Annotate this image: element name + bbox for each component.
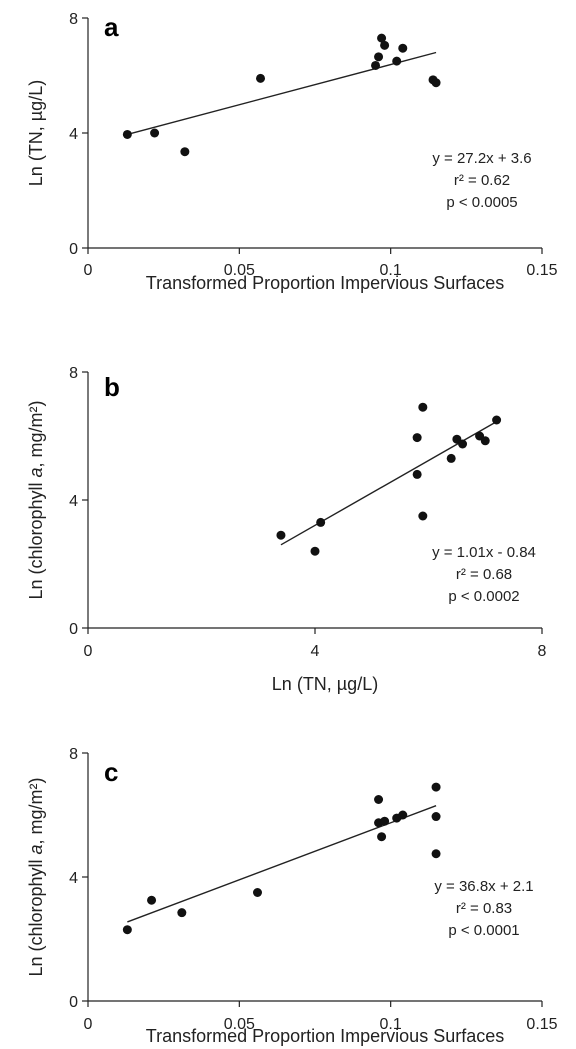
regression-line (127, 805, 437, 923)
panel-label: a (104, 12, 119, 42)
x-tick-label: 0 (84, 1016, 93, 1033)
y-tick-label: 0 (69, 621, 78, 638)
data-point (150, 128, 160, 138)
data-point (374, 52, 384, 62)
data-point (431, 812, 441, 822)
data-point (398, 43, 408, 53)
data-point (431, 782, 441, 792)
data-point (418, 402, 428, 412)
stats-annotation: p < 0.0001 (448, 922, 519, 939)
data-point (377, 33, 387, 43)
chart-panel-b: 0 4 8 0 4 8 Ln (TN, µg/L) Ln (chlorophyll a, mg… (26, 365, 547, 694)
stats-annotation: y = 36.8x + 2.1 (434, 878, 533, 895)
x-tick-label: 4 (311, 643, 320, 660)
x-tick-label: 0 (84, 643, 93, 660)
x-tick-label: 0.1 (380, 1016, 402, 1033)
data-point (316, 517, 326, 527)
data-point (492, 415, 502, 425)
x-axis-label: Ln (TN, µg/L) (272, 674, 378, 694)
data-point (377, 832, 387, 842)
y-tick-label: 0 (69, 241, 78, 258)
data-point (147, 895, 157, 905)
data-point (252, 888, 262, 897)
data-point (380, 40, 390, 50)
stats-annotation: y = 1.01x - 0.84 (432, 544, 536, 561)
y-tick-label: 4 (69, 493, 78, 510)
x-tick-label: 0.05 (224, 262, 255, 279)
x-tick-label: 0.15 (526, 1016, 557, 1033)
data-point (412, 433, 422, 443)
data-point (412, 469, 422, 479)
data-point (122, 129, 132, 139)
x-tick-label: 0 (84, 262, 93, 279)
stats-annotation: p < 0.0002 (448, 588, 519, 605)
x-axis-label: Transformed Proportion Impervious Surfac… (146, 273, 504, 293)
y-axis-label: Ln (chlorophyll a, mg/m²) (26, 400, 46, 599)
data-point (276, 530, 286, 540)
data-point (380, 816, 390, 826)
y-axis-label: Ln (chlorophyll a, mg/m²) (26, 777, 46, 976)
data-point (180, 147, 190, 157)
panel-label: c (104, 757, 118, 787)
y-axis-label: Ln (TN, µg/L) (26, 80, 46, 186)
stats-annotation: r² = 0.62 (454, 172, 510, 189)
y-tick-label: 8 (69, 365, 78, 382)
stats-annotation: y = 27.2x + 3.6 (432, 150, 531, 167)
data-point (122, 925, 132, 935)
stats-annotation: p < 0.0005 (446, 194, 517, 211)
stats-annotation: r² = 0.83 (456, 900, 512, 917)
data-point (398, 810, 408, 820)
data-point (431, 849, 441, 859)
data-point (177, 908, 187, 918)
x-tick-label: 8 (538, 643, 547, 660)
y-tick-label: 0 (69, 994, 78, 1011)
stats-annotation: r² = 0.68 (456, 566, 512, 583)
data-point (418, 511, 428, 521)
data-point (310, 546, 320, 556)
data-point (446, 453, 456, 463)
panel-label: b (104, 372, 120, 402)
data-point (458, 439, 468, 449)
data-point (480, 436, 490, 446)
chart-panel-c: 0 0.05 0.1 0.15 0 4 8 Transformed Proportion Im… (26, 746, 558, 1046)
y-tick-label: 4 (69, 126, 78, 143)
x-tick-label: 0.15 (526, 262, 557, 279)
x-tick-label: 0.1 (380, 262, 402, 279)
y-tick-label: 8 (69, 746, 78, 763)
x-axis-label: Transformed Proportion Impervious Surfac… (146, 1026, 504, 1046)
data-point (371, 60, 381, 70)
data-point (374, 795, 384, 804)
regression-line (127, 51, 437, 136)
data-point (256, 73, 266, 83)
y-tick-label: 4 (69, 870, 78, 887)
y-tick-label: 8 (69, 11, 78, 28)
data-point (431, 78, 441, 88)
data-point (392, 56, 402, 66)
chart-panel-a: 0 0.05 0.1 0.15 0 4 8 Transformed Proportion Im… (26, 11, 558, 293)
x-tick-label: 0.05 (224, 1016, 255, 1033)
